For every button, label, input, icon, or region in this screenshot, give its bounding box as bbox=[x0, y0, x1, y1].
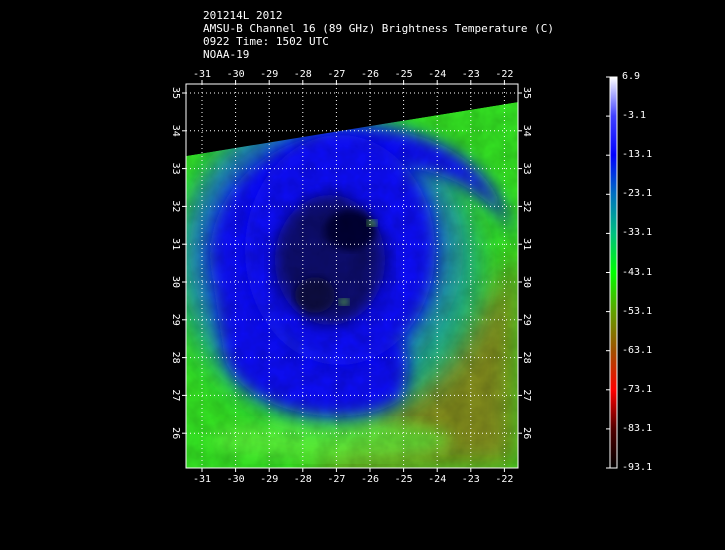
lat-label-left: 28 bbox=[170, 352, 181, 364]
colorbar bbox=[609, 76, 618, 469]
colorbar-label: -43.1 bbox=[622, 266, 653, 278]
title-channel: AMSU-B Channel 16 (89 GHz) Brightness Te… bbox=[203, 22, 554, 35]
lon-label-bottom: -25 bbox=[395, 474, 413, 485]
colorbar-label: -63.1 bbox=[622, 344, 653, 356]
lon-label-top: -27 bbox=[327, 69, 345, 80]
lon-label-bottom: -27 bbox=[327, 474, 345, 485]
plot-frame bbox=[185, 83, 519, 469]
lat-label-left: 33 bbox=[170, 163, 181, 175]
lat-label-right: 30 bbox=[521, 276, 532, 288]
lon-label-bottom: -29 bbox=[260, 474, 278, 485]
lon-label-bottom: -31 bbox=[193, 474, 211, 485]
lat-lon-grid bbox=[186, 84, 518, 468]
lon-label-top: -30 bbox=[227, 69, 245, 80]
lat-label-left: 31 bbox=[170, 238, 181, 250]
lat-label-left: 29 bbox=[170, 314, 181, 326]
lat-label-right: 32 bbox=[521, 200, 532, 212]
colorbar-ticks bbox=[606, 76, 610, 469]
lat-label-left: 32 bbox=[170, 200, 181, 212]
lat-label-right: 33 bbox=[521, 163, 532, 175]
lon-label-bottom: -23 bbox=[462, 474, 480, 485]
axis-ticks bbox=[182, 80, 522, 472]
lon-label-bottom: -24 bbox=[428, 474, 446, 485]
colorbar-label: -23.1 bbox=[622, 188, 653, 200]
lat-label-left: 27 bbox=[170, 389, 181, 401]
title-date: 201214L 2012 bbox=[203, 9, 283, 22]
lat-label-left: 26 bbox=[170, 427, 181, 439]
lat-label-left: 35 bbox=[170, 87, 181, 99]
lat-label-right: 34 bbox=[521, 125, 532, 137]
axis-labels: -31 -31 -30 -30 -29 -29 -28 -28 -27 -27 -26 -26 -25 -… bbox=[170, 69, 532, 485]
lon-label-top: -23 bbox=[462, 69, 480, 80]
lat-label-right: 26 bbox=[521, 427, 532, 439]
lon-label-top: -26 bbox=[361, 69, 379, 80]
lat-label-left: 30 bbox=[170, 276, 181, 288]
lon-label-bottom: -30 bbox=[227, 474, 245, 485]
lon-label-bottom: -22 bbox=[495, 474, 513, 485]
lat-label-right: 35 bbox=[521, 87, 532, 99]
lon-label-top: -25 bbox=[395, 69, 413, 80]
lat-label-right: 29 bbox=[521, 314, 532, 326]
title-time: 0922 Time: 1502 UTC bbox=[203, 35, 329, 48]
brightness-temperature-imagery bbox=[186, 84, 518, 468]
lon-label-top: -31 bbox=[193, 69, 211, 80]
lon-label-top: -28 bbox=[294, 69, 312, 80]
title-satellite: NOAA-19 bbox=[203, 48, 250, 61]
lat-label-right: 28 bbox=[521, 352, 532, 364]
colorbar-label: -93.1 bbox=[622, 462, 653, 473]
lon-label-bottom: -28 bbox=[294, 474, 312, 485]
lat-label-right: 31 bbox=[521, 238, 532, 250]
colorbar-label: -73.1 bbox=[622, 383, 653, 395]
colorbar-label: -53.1 bbox=[622, 305, 653, 317]
lon-label-top: -29 bbox=[260, 69, 278, 80]
lon-label-top: -24 bbox=[428, 69, 446, 80]
colorbar-label: -83.1 bbox=[622, 422, 653, 434]
colorbar-label: -33.1 bbox=[622, 227, 653, 239]
lon-label-top: -22 bbox=[495, 69, 513, 80]
colorbar-label: -13.1 bbox=[622, 149, 653, 161]
lat-label-right: 27 bbox=[521, 389, 532, 401]
lat-label-left: 34 bbox=[170, 125, 181, 137]
colorbar-label: -3.1 bbox=[622, 110, 647, 122]
colorbar-label: 6.9 bbox=[622, 71, 641, 82]
lon-label-bottom: -26 bbox=[361, 474, 379, 485]
